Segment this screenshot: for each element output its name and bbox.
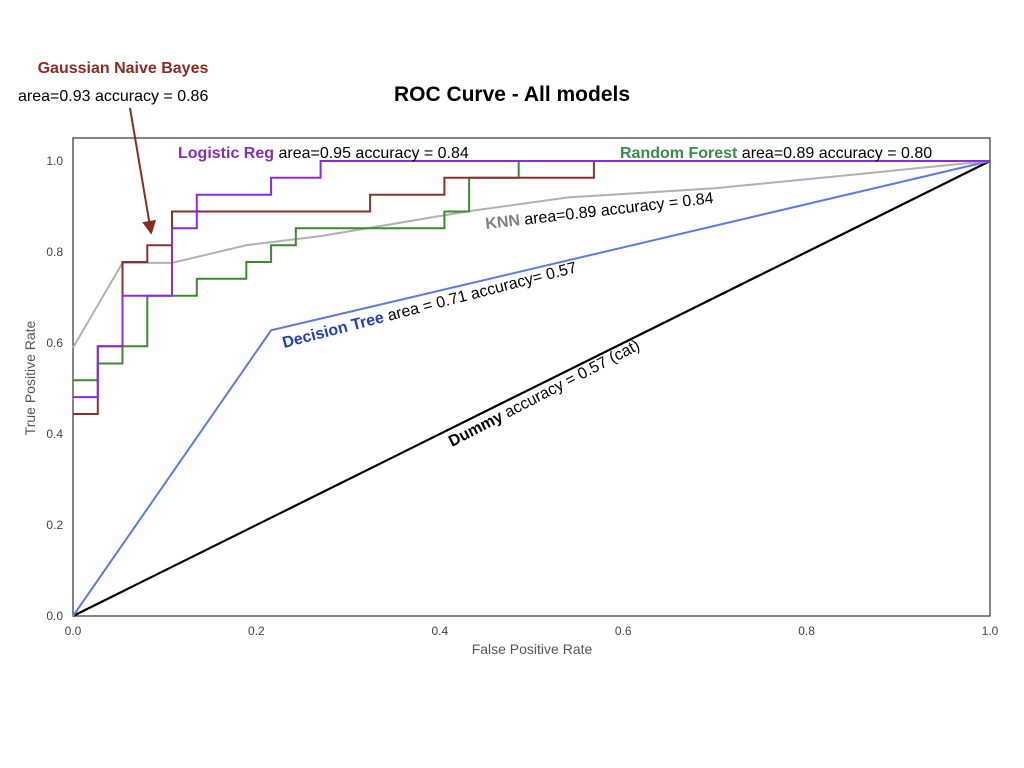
y-tick-label: 0.2 xyxy=(46,518,63,532)
x-tick-label: 0.8 xyxy=(798,624,815,638)
series-line-decision-tree xyxy=(72,160,991,617)
x-tick-label: 0.4 xyxy=(431,624,448,638)
y-tick-label: 0.8 xyxy=(46,245,63,259)
series-line-dummy xyxy=(72,160,991,617)
knn-name: KNN xyxy=(485,212,521,233)
chart-title: ROC Curve - All models xyxy=(394,83,630,106)
x-axis-label: False Positive Rate xyxy=(472,641,593,657)
y-tick-label: 0.0 xyxy=(46,609,63,623)
tick-layer: 0.0 0.2 0.4 0.6 0.8 1.0 0.0 0.2 0.4 0.6 0.8 1.0 xyxy=(46,154,998,638)
logistic-reg-name: Logistic Reg xyxy=(178,145,274,162)
logistic-reg-label: Logistic Reg area=0.95 accuracy = 0.84 xyxy=(178,145,469,162)
gaussian-nb-arrow xyxy=(129,107,157,235)
series-line-random-forest xyxy=(73,160,990,382)
x-tick-label: 0.6 xyxy=(615,624,632,638)
logistic-reg-detail: area=0.95 accuracy = 0.84 xyxy=(274,145,469,162)
random-forest-name: Random Forest xyxy=(620,145,738,162)
y-tick-label: 0.4 xyxy=(46,427,63,441)
series-layer xyxy=(72,160,991,617)
gaussian-nb-label: Gaussian Naive Bayes xyxy=(38,60,209,77)
random-forest-label: Random Forest area=0.89 accuracy = 0.80 xyxy=(620,145,932,162)
x-tick-label: 0.2 xyxy=(248,624,265,638)
gaussian-nb-name: Gaussian Naive Bayes xyxy=(38,60,209,77)
random-forest-detail: area=0.89 accuracy = 0.80 xyxy=(737,145,932,162)
x-tick-label: 1.0 xyxy=(982,624,999,638)
gaussian-nb-detail: area=0.93 accuracy = 0.86 xyxy=(18,88,208,105)
y-tick-label: 1.0 xyxy=(46,154,63,168)
y-tick-label: 0.6 xyxy=(46,336,63,350)
x-tick-label: 0.0 xyxy=(65,624,82,638)
plot-frame xyxy=(72,137,991,617)
y-axis-label: True Positive Rate xyxy=(22,320,38,435)
series-line-logistic-reg xyxy=(73,160,990,399)
